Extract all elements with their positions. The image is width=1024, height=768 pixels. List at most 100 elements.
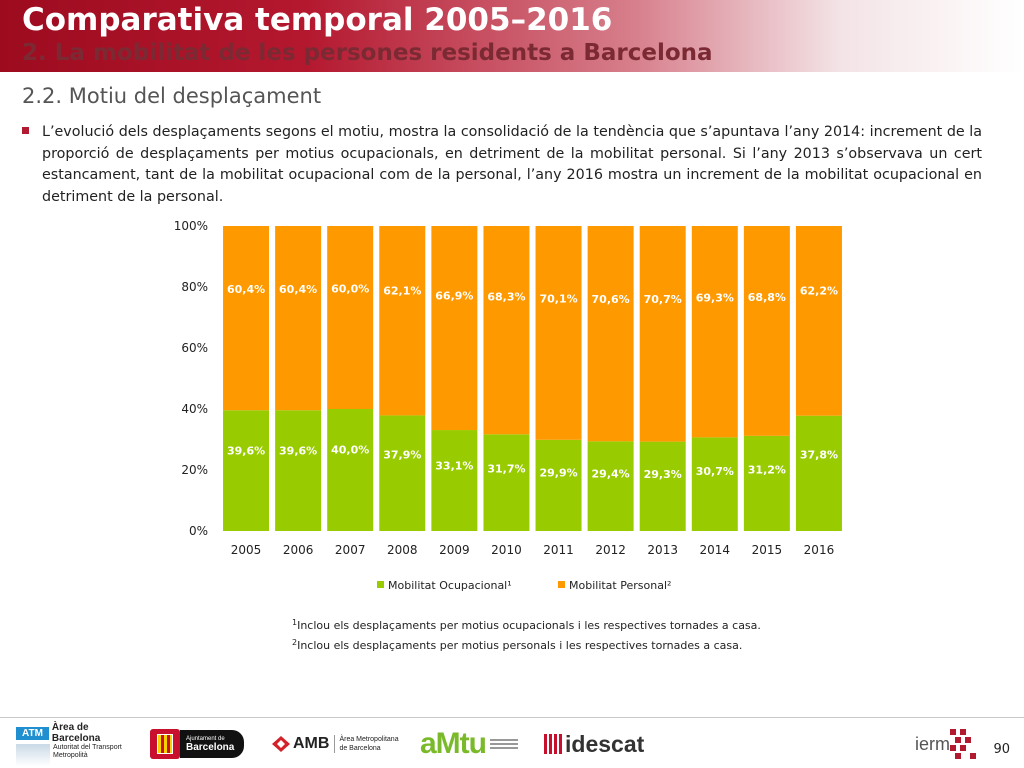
- data-label-personal: 70,6%: [592, 293, 630, 306]
- amtu-logo: aMtu: [420, 722, 540, 766]
- atm-sub1: Autoritat del Transport: [53, 744, 122, 751]
- footnote-1-mark: 1: [292, 618, 298, 627]
- data-label-personal: 68,8%: [748, 291, 786, 304]
- amb-sub2: de Barcelona: [339, 745, 381, 752]
- data-label-ocupacional: 31,2%: [748, 464, 786, 477]
- footnote-2-mark: 2: [292, 638, 298, 647]
- bar-ocupacional: [379, 415, 426, 531]
- bar-personal: [379, 226, 426, 416]
- data-label-personal: 70,1%: [539, 292, 577, 305]
- bar-personal: [691, 226, 738, 438]
- amb-mark-icon: [272, 736, 290, 752]
- data-label-personal: 70,7%: [644, 293, 682, 306]
- data-label-ocupacional: 37,9%: [383, 448, 421, 461]
- bar-personal: [639, 226, 686, 442]
- page-subtitle: 2. La mobilitat de les persones resident…: [22, 40, 713, 66]
- bar-ocupacional: [691, 437, 738, 531]
- data-label-ocupacional: 40,0%: [331, 444, 369, 457]
- amb-sub1: Àrea Metropolitana: [339, 736, 399, 743]
- amb-name: AMB: [293, 735, 330, 752]
- y-tick-label: 60%: [181, 341, 208, 355]
- atm-badge: ATM: [16, 726, 49, 740]
- atm-name: Àrea de Barcelona: [51, 722, 101, 744]
- legend-swatch-ocupacional: [377, 581, 384, 588]
- footnote-1-text: Inclou els desplaçaments per motius ocup…: [297, 619, 761, 632]
- x-tick-label: 2012: [595, 543, 626, 557]
- section-title: 2.2. Motiu del desplaçament: [22, 84, 322, 108]
- page-title: Comparativa temporal 2005–2016: [22, 2, 613, 38]
- data-label-personal: 60,0%: [331, 283, 369, 296]
- data-label-personal: 60,4%: [279, 283, 317, 296]
- data-label-personal: 62,1%: [383, 285, 421, 298]
- atm-sub2: Metropolità: [53, 752, 88, 759]
- bar-ocupacional: [483, 434, 530, 531]
- iermb-mark-icon: [950, 729, 976, 759]
- bar-ocupacional: [327, 409, 374, 531]
- bar-personal: [535, 226, 582, 440]
- amb-logo: AMB Àrea Metropolitana de Barcelona: [272, 722, 402, 766]
- legend-label-personal: Mobilitat Personal²: [569, 579, 671, 592]
- x-tick-label: 2010: [491, 543, 522, 557]
- footnote-1: 1Inclou els desplaçaments per motius ocu…: [292, 618, 761, 632]
- x-tick-label: 2009: [439, 543, 470, 557]
- bar-personal: [587, 226, 634, 442]
- y-tick-label: 0%: [189, 524, 208, 538]
- bar-personal: [483, 226, 530, 435]
- data-label-ocupacional: 31,7%: [487, 462, 525, 475]
- legend-label-ocupacional: Mobilitat Ocupacional¹: [388, 579, 512, 592]
- x-tick-label: 2011: [543, 543, 574, 557]
- bar-ocupacional: [223, 410, 270, 531]
- data-label-personal: 62,2%: [800, 285, 838, 298]
- header-banner: Comparativa temporal 2005–2016 2. La mob…: [0, 0, 1024, 72]
- data-label-personal: 68,3%: [487, 291, 525, 304]
- footnote-2-text: Inclou els desplaçaments per motius pers…: [297, 639, 743, 652]
- data-label-ocupacional: 39,6%: [279, 444, 317, 457]
- idescat-logo: idescat: [544, 722, 654, 766]
- data-label-personal: 66,9%: [435, 289, 473, 302]
- bar-personal: [223, 226, 270, 411]
- bar-ocupacional: [431, 430, 478, 531]
- data-label-ocupacional: 29,3%: [644, 468, 682, 481]
- amtu-name: aMtu: [420, 727, 487, 760]
- x-tick-label: 2015: [752, 543, 783, 557]
- bar-personal: [327, 226, 374, 409]
- x-tick-label: 2014: [700, 543, 731, 557]
- iermb-name: ierm: [915, 733, 950, 754]
- bar-ocupacional: [535, 439, 582, 531]
- bar-personal: [743, 226, 790, 436]
- x-tick-label: 2005: [231, 543, 262, 557]
- data-label-personal: 60,4%: [227, 283, 265, 296]
- ajuntament-name: Barcelona: [186, 741, 235, 753]
- y-tick-label: 20%: [181, 463, 208, 477]
- bar-ocupacional: [275, 410, 322, 531]
- bullet-icon: [22, 127, 29, 134]
- idescat-name: idescat: [565, 730, 645, 757]
- bar-ocupacional: [587, 441, 634, 531]
- atm-logo: ATM Àrea de Barcelona Autoritat del Tran…: [16, 722, 136, 766]
- bar-ocupacional: [639, 441, 686, 531]
- page-number: 90: [993, 742, 1010, 757]
- body-paragraph: L’evolució dels desplaçaments segons el …: [42, 124, 982, 205]
- legend-swatch-personal: [558, 581, 565, 588]
- footnote-2: 2Inclou els desplaçaments per motius per…: [292, 638, 742, 652]
- footer-divider: [0, 717, 1024, 718]
- x-tick-label: 2007: [335, 543, 366, 557]
- data-label-ocupacional: 30,7%: [696, 465, 734, 478]
- data-label-ocupacional: 29,4%: [592, 468, 630, 481]
- y-tick-label: 100%: [174, 219, 208, 233]
- bar-ocupacional: [743, 435, 790, 531]
- bar-personal: [275, 226, 322, 411]
- ajuntament-logo: Ajuntament de Barcelona: [150, 722, 254, 766]
- x-tick-label: 2008: [387, 543, 418, 557]
- data-label-personal: 69,3%: [696, 292, 734, 305]
- x-tick-label: 2013: [647, 543, 678, 557]
- bar-personal: [431, 226, 478, 431]
- y-tick-label: 80%: [181, 280, 208, 294]
- ajuntament-top: Ajuntament de: [186, 735, 225, 742]
- bar-ocupacional: [795, 415, 842, 531]
- data-label-ocupacional: 29,9%: [539, 467, 577, 480]
- data-label-ocupacional: 33,1%: [435, 459, 473, 472]
- stacked-bar-chart: 0% 20% 40% 60% 80% 100% 39,6% 60,4% 2005 39,6% 60,…: [174, 219, 842, 592]
- iermb-logo: ierm: [915, 722, 985, 766]
- bar-personal: [795, 226, 842, 416]
